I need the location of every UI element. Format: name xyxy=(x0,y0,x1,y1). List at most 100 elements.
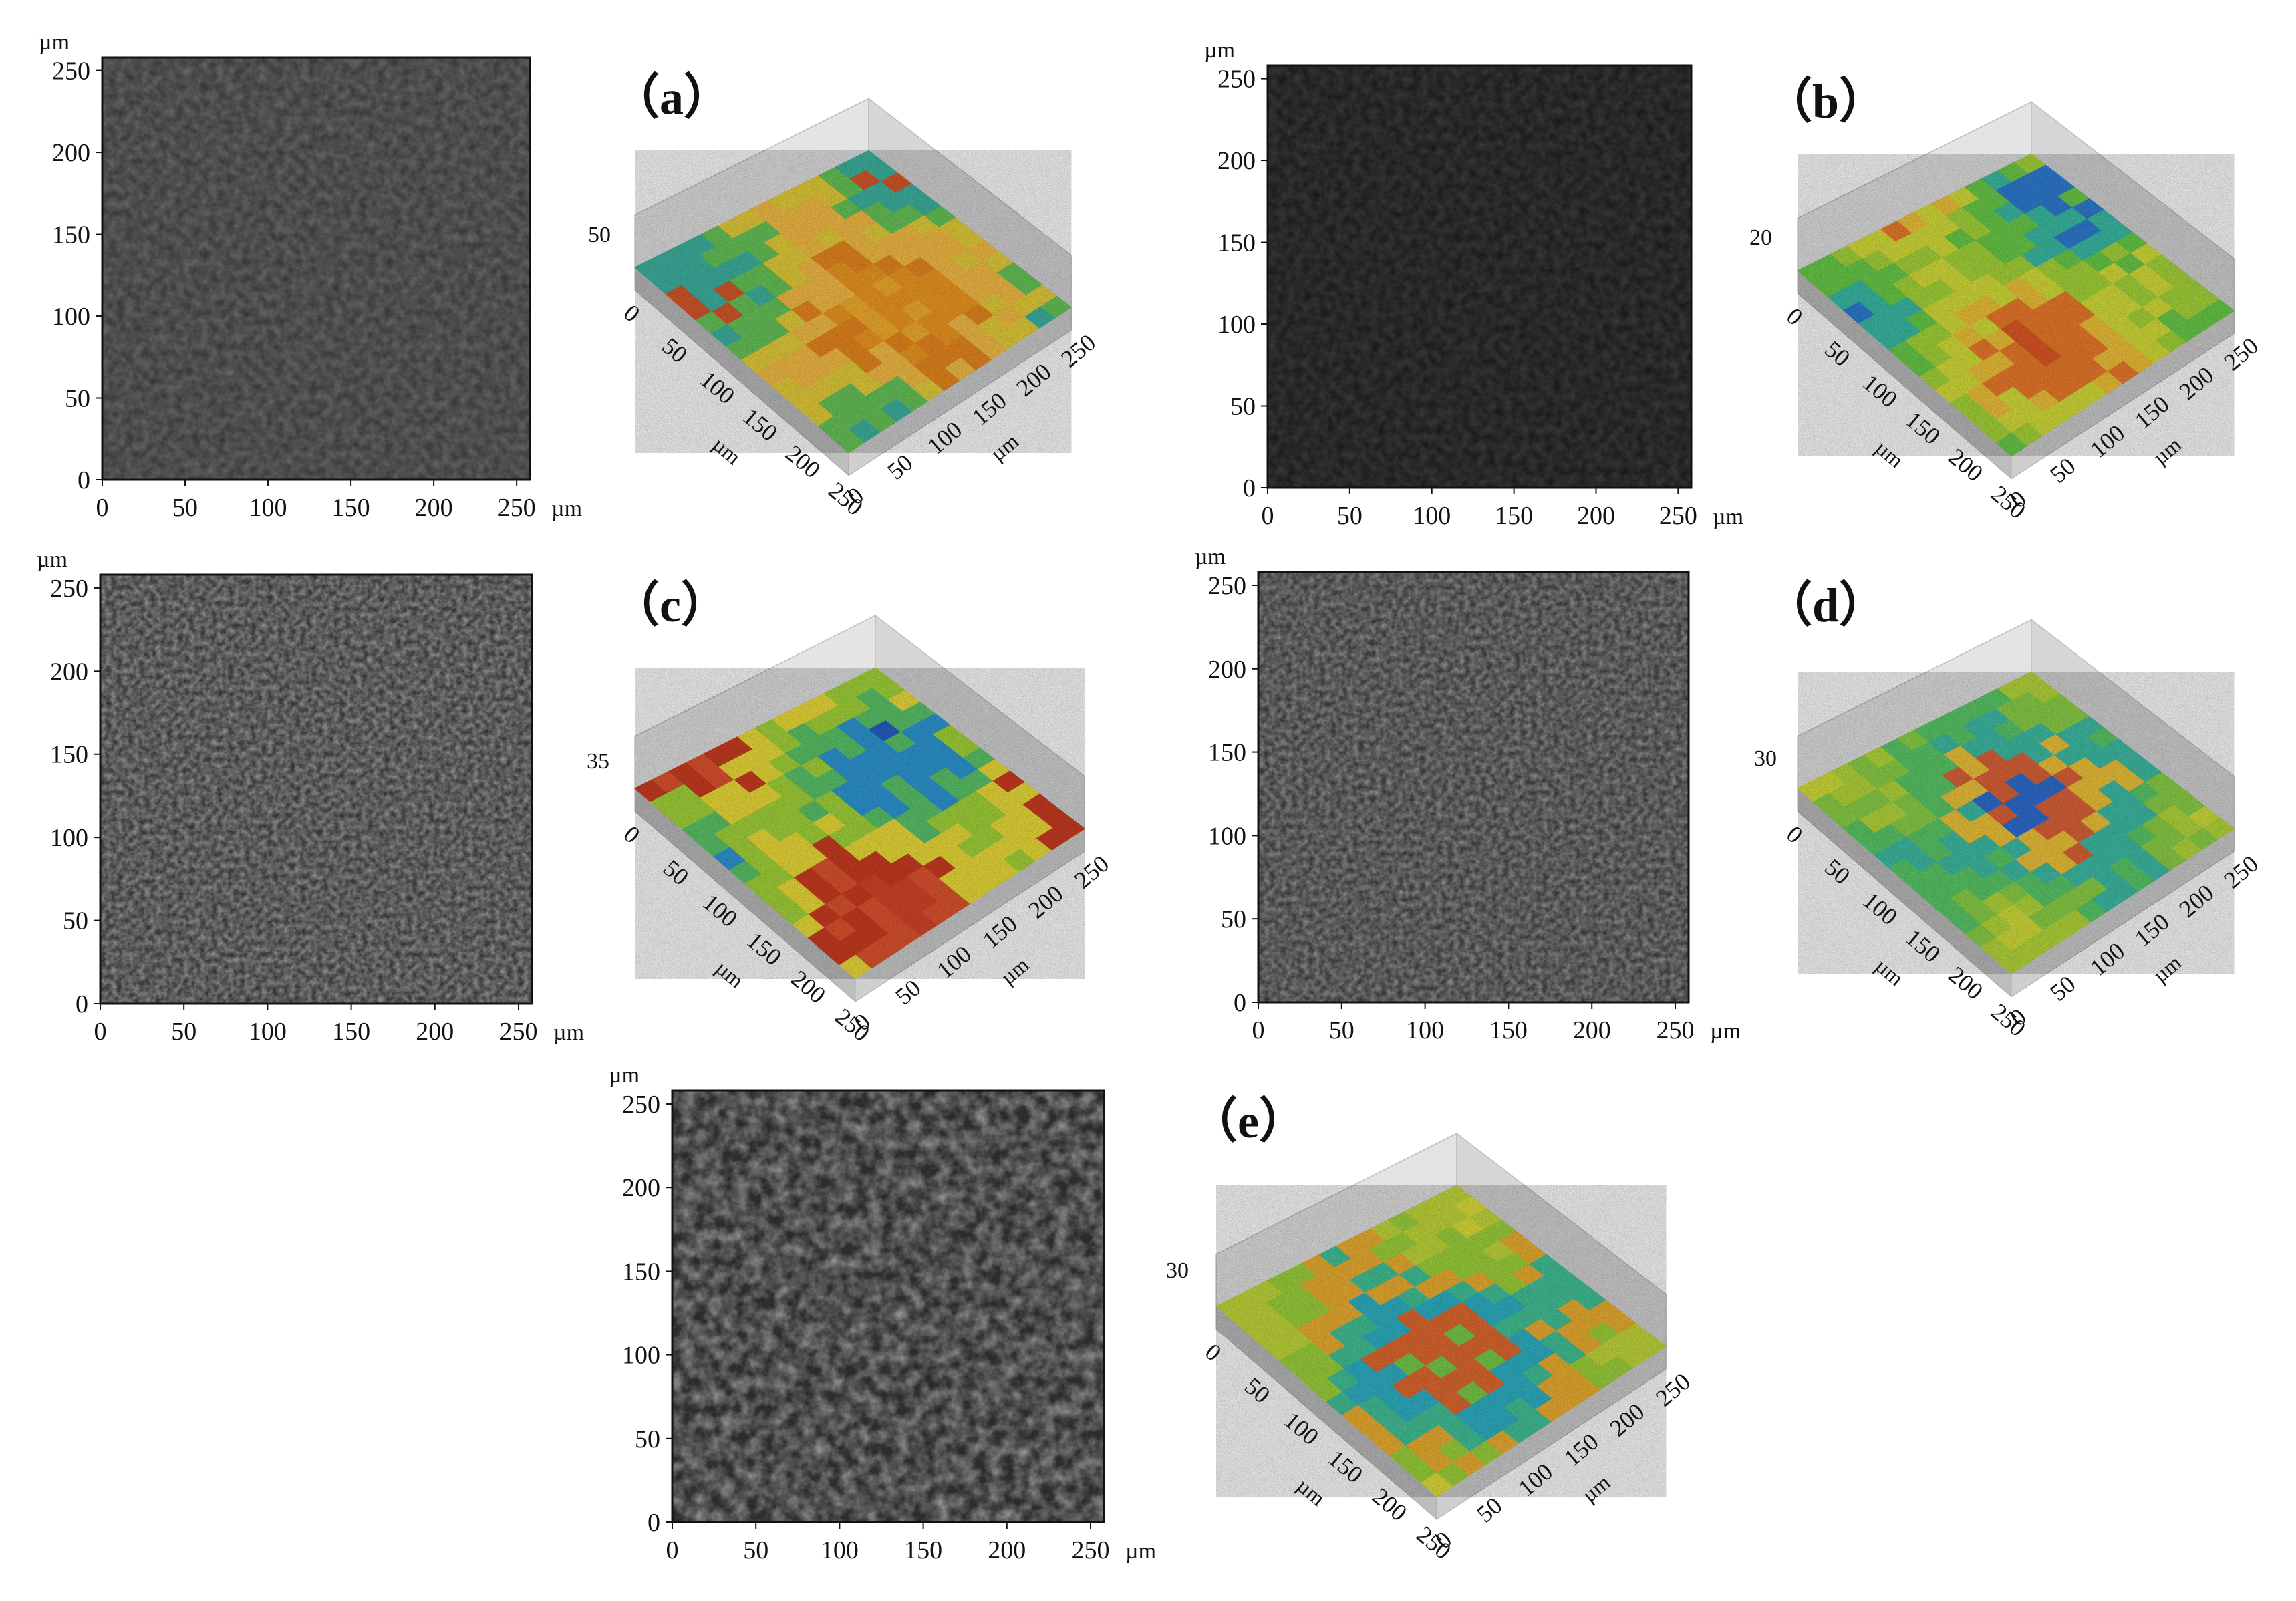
x-tick-label: 50 xyxy=(1329,1016,1354,1044)
surface-roughness xyxy=(1216,1185,1667,1497)
y-tick-label: 200 xyxy=(50,658,88,686)
surface-x-tick-label: 0 xyxy=(619,299,645,327)
x-tick-label: 200 xyxy=(416,1018,454,1046)
y-tick-label: 0 xyxy=(1234,989,1246,1017)
surface-x-tick-label: 0 xyxy=(619,821,645,849)
y-tick-label: 150 xyxy=(52,221,90,249)
surface-x-unit: µm xyxy=(1871,954,1908,990)
surface-x-unit: µm xyxy=(708,432,746,469)
y-tick-label: 100 xyxy=(52,303,90,331)
x-tick-label: 0 xyxy=(96,494,109,522)
panel-label-a: （a） xyxy=(611,71,732,124)
surface-y-unit: µm xyxy=(986,429,1023,466)
x-tick-label: 50 xyxy=(172,494,198,522)
panel-label-b: （b） xyxy=(1764,75,1887,128)
x-tick-label: 250 xyxy=(498,494,536,522)
sem-image-c-frame xyxy=(99,573,533,1005)
surface-y-tick-label: 50 xyxy=(890,974,925,1010)
surface-roughness xyxy=(1798,154,2235,456)
sem-image-b-texture xyxy=(1268,65,1691,488)
surface-x-unit: µm xyxy=(711,956,748,992)
y-tick-label: 0 xyxy=(78,466,90,494)
x-axis-unit: µm xyxy=(1710,1019,1741,1044)
surface-body xyxy=(1215,1132,1667,1520)
height-scale-label-e: 30 xyxy=(1166,1258,1189,1283)
y-tick-label: 150 xyxy=(1208,739,1246,767)
surface-y-unit: µm xyxy=(2148,950,2186,987)
y-tick-label: 0 xyxy=(648,1509,660,1537)
y-tick-label: 250 xyxy=(50,575,88,603)
y-tick-label: 50 xyxy=(635,1425,660,1453)
x-tick-label: 50 xyxy=(171,1018,196,1046)
surface-roughness xyxy=(1798,672,2235,974)
panel-label-d: （d） xyxy=(1764,579,1887,632)
y-tick-label: 150 xyxy=(622,1258,660,1286)
y-tick-label: 250 xyxy=(52,57,90,86)
x-tick-label: 0 xyxy=(1262,502,1274,530)
surface-x-unit: µm xyxy=(1292,1473,1330,1510)
surface-x-tick-label: 250 xyxy=(1411,1521,1456,1564)
x-tick-label: 250 xyxy=(1657,1016,1695,1044)
x-tick-label: 150 xyxy=(904,1536,942,1564)
y-tick-label: 200 xyxy=(1217,147,1256,175)
x-tick-label: 100 xyxy=(249,1018,287,1046)
y-tick-label: 50 xyxy=(65,385,90,413)
surface-x-tick-label: 0 xyxy=(1200,1338,1227,1366)
surface-x-tick-label: 0 xyxy=(1781,821,1808,849)
surface-x-tick-label: 50 xyxy=(657,332,692,368)
y-tick-label: 100 xyxy=(1217,311,1256,339)
surface-body xyxy=(1797,100,2235,480)
y-tick-label: 100 xyxy=(622,1342,660,1370)
surface-body xyxy=(634,97,1072,476)
y-axis-unit: µm xyxy=(39,30,69,55)
surface-y-tick-label: 50 xyxy=(882,449,917,485)
surface-x-tick-label: 250 xyxy=(1986,998,2031,1042)
y-tick-label: 50 xyxy=(1230,393,1256,421)
x-tick-label: 50 xyxy=(743,1536,768,1564)
sem-image-a-frame xyxy=(101,56,531,481)
x-tick-label: 200 xyxy=(415,494,453,522)
surface-body xyxy=(634,614,1086,1002)
x-tick-label: 100 xyxy=(821,1536,859,1564)
sem-image-d-texture xyxy=(1258,572,1689,1002)
surface-roughness xyxy=(635,668,1085,979)
sem-image-a-texture xyxy=(102,57,530,480)
x-tick-label: 150 xyxy=(332,494,370,522)
y-tick-label: 200 xyxy=(1208,656,1246,684)
height-scale-label-c: 35 xyxy=(587,749,609,774)
x-axis-unit: µm xyxy=(1713,504,1743,529)
surface-x-tick-label: 250 xyxy=(830,1003,875,1046)
y-tick-label: 100 xyxy=(50,824,88,852)
surface-x-tick-label: 50 xyxy=(1820,853,1855,889)
x-tick-label: 100 xyxy=(1406,1016,1444,1044)
x-tick-label: 200 xyxy=(988,1536,1026,1564)
height-scale-label-a: 50 xyxy=(588,223,611,247)
y-axis-unit: µm xyxy=(37,547,67,572)
surface-x-tick-label: 250 xyxy=(823,477,868,521)
surface-x-tick-label: 50 xyxy=(1240,1372,1275,1409)
surface-x-tick-label: 0 xyxy=(1781,303,1808,331)
surface-y-tick-label: 50 xyxy=(1471,1492,1507,1528)
height-scale-label-b: 20 xyxy=(1749,225,1772,250)
surface-y-unit: µm xyxy=(1577,1470,1614,1507)
sem-image-d-frame xyxy=(1257,571,1690,1004)
surface-y-tick-label: 50 xyxy=(2045,970,2080,1006)
x-tick-label: 100 xyxy=(1413,502,1451,530)
y-tick-label: 200 xyxy=(52,139,90,167)
surface-body xyxy=(1797,618,2235,998)
sem-image-e-frame xyxy=(671,1089,1105,1523)
y-tick-label: 150 xyxy=(50,741,88,769)
y-tick-label: 0 xyxy=(1243,474,1256,502)
surface-y-unit: µm xyxy=(996,952,1033,989)
sem-image-e-texture xyxy=(672,1090,1104,1522)
y-tick-label: 150 xyxy=(1217,229,1256,257)
surface-x-unit: µm xyxy=(1871,436,1908,472)
